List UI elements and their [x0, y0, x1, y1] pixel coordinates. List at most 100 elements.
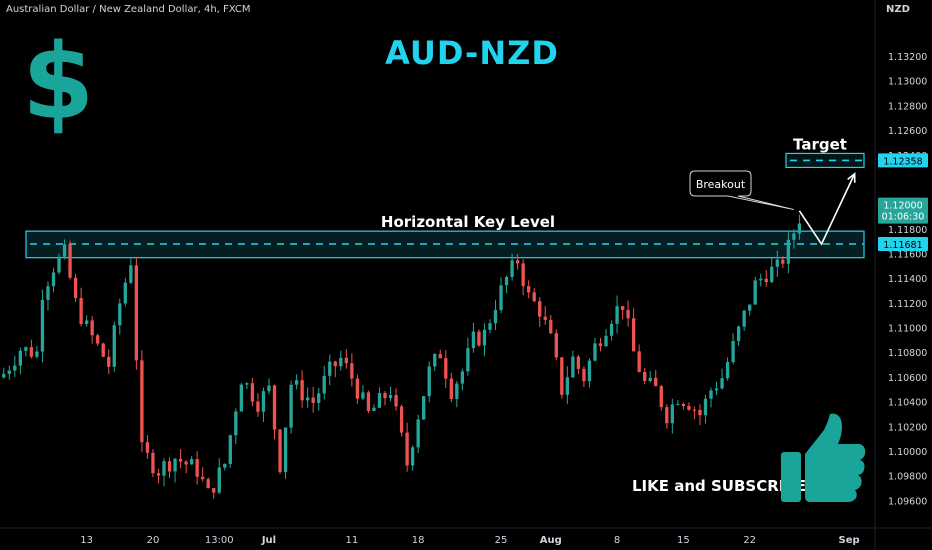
- y-tick-label: 1.10800: [888, 348, 927, 359]
- candle-body: [560, 357, 564, 395]
- y-tick-label: 1.12800: [888, 101, 927, 112]
- candle-body: [499, 285, 503, 311]
- candle-body: [212, 488, 216, 493]
- current-price-badge: [878, 197, 928, 224]
- candle-body: [167, 461, 172, 472]
- candle-body: [62, 244, 67, 257]
- candle-body: [427, 366, 431, 397]
- key-level-label: Horizontal Key Level: [381, 213, 555, 231]
- candle-body: [449, 378, 453, 400]
- breakout-callout: [689, 170, 795, 211]
- candle-body: [455, 383, 459, 400]
- x-tick-label: 25: [495, 535, 508, 546]
- candle-body: [615, 306, 619, 324]
- candle-body: [753, 280, 757, 305]
- candle-body: [709, 390, 713, 399]
- candle-body: [576, 356, 581, 369]
- candle-body: [444, 358, 448, 379]
- current-price-badge-text: 01:06:30: [882, 212, 925, 223]
- candle-body: [35, 351, 39, 357]
- candle-body: [554, 333, 558, 358]
- candle-body: [792, 233, 796, 240]
- candle-body: [654, 377, 658, 387]
- candle-body: [184, 461, 188, 465]
- candle-body: [267, 385, 271, 392]
- projection-path: [798, 173, 856, 246]
- candle-body: [272, 385, 277, 430]
- candle-body: [797, 223, 802, 234]
- x-tick-label: 13:00: [205, 535, 234, 546]
- candle-body: [388, 395, 393, 399]
- x-tick-label: Aug: [540, 535, 562, 546]
- thumbs-up-icon: [781, 413, 866, 502]
- x-tick-label: 13: [80, 535, 93, 546]
- candle-body: [676, 404, 680, 406]
- candle-body: [504, 276, 509, 286]
- candle-body: [631, 318, 636, 352]
- candle-body: [770, 266, 774, 283]
- candle-body: [736, 326, 741, 342]
- candle-body: [587, 360, 592, 382]
- y-tick-label: 1.10200: [888, 422, 927, 433]
- candle-body: [637, 351, 641, 372]
- candle-body: [151, 452, 155, 474]
- candle-body: [742, 310, 746, 327]
- candle-body: [643, 371, 647, 382]
- y-tick-label: 1.09800: [888, 472, 927, 483]
- candle-body: [245, 383, 249, 385]
- candle-body: [173, 458, 177, 472]
- candle-body: [283, 427, 288, 473]
- target-price-badge: [878, 153, 928, 168]
- candle-body: [57, 256, 61, 273]
- candle-body: [140, 360, 144, 443]
- candle-body: [289, 384, 293, 428]
- x-tick-label: 15: [677, 535, 690, 546]
- candle-body: [278, 429, 282, 473]
- candle-body: [90, 320, 94, 336]
- target-label: Target: [793, 135, 847, 153]
- candle-body: [73, 277, 78, 298]
- candle-body: [101, 343, 105, 357]
- candle-body: [328, 361, 332, 376]
- candle-body: [764, 278, 768, 283]
- candle-body: [471, 331, 476, 349]
- candle-body: [538, 301, 542, 317]
- candle-body: [703, 398, 708, 416]
- candle-body: [781, 259, 785, 264]
- y-tick-label: 1.11200: [888, 299, 927, 310]
- candle-body: [698, 409, 702, 416]
- candle-body: [355, 378, 360, 399]
- key-level-badge: [878, 236, 928, 251]
- candle-body: [107, 356, 111, 367]
- projection-arrowhead: [847, 172, 856, 183]
- candle-body: [317, 393, 321, 403]
- candle-body: [322, 375, 326, 394]
- candle-body: [720, 378, 724, 389]
- y-tick-label: 1.11800: [888, 225, 927, 236]
- candle-body: [234, 411, 238, 436]
- y-tick-label: 1.11000: [888, 324, 927, 335]
- candle-body: [118, 303, 122, 326]
- currency-label: NZD: [886, 4, 910, 15]
- candle-body: [759, 278, 763, 281]
- candle-body: [416, 419, 420, 448]
- candle-body: [565, 377, 570, 395]
- x-tick-label: Jul: [261, 535, 276, 546]
- candle-body: [206, 479, 210, 489]
- candle-body: [482, 329, 487, 346]
- candle-body: [748, 304, 752, 311]
- candle-body: [189, 459, 194, 465]
- x-tick-label: 22: [743, 535, 756, 546]
- candle-body: [372, 407, 376, 411]
- candle-body: [521, 263, 525, 287]
- candle-body: [112, 325, 116, 367]
- candle-body: [2, 373, 6, 378]
- candle-body: [659, 386, 663, 408]
- y-tick-label: 1.09600: [888, 496, 927, 507]
- candle-body: [123, 282, 127, 304]
- candle-body: [670, 404, 674, 424]
- candle-body: [145, 442, 150, 453]
- candle-body: [571, 356, 575, 378]
